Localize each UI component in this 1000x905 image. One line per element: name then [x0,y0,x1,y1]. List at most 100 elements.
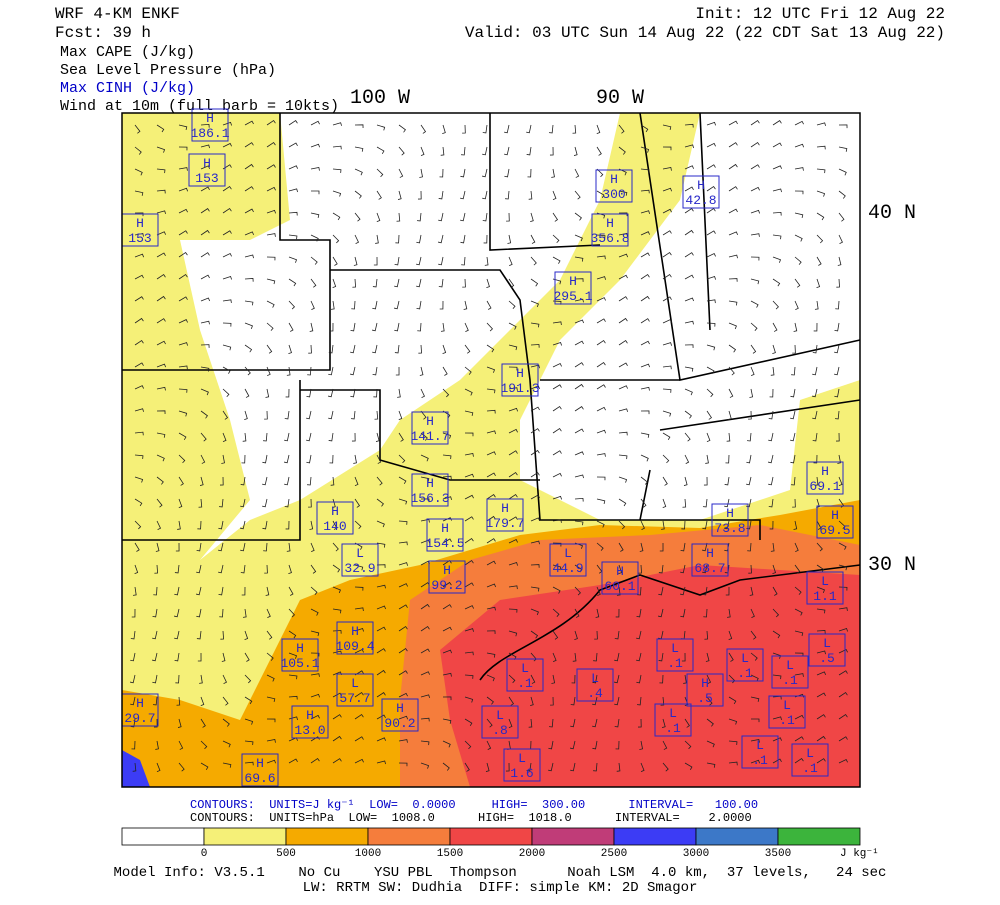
barb [552,630,559,640]
barb [816,278,821,288]
barb [749,388,754,398]
barb [526,762,532,772]
barb [464,410,474,416]
barb [178,187,188,192]
barb [748,564,752,574]
barb [570,762,576,772]
barb [175,542,180,552]
barb [310,714,320,720]
barb [218,520,224,530]
barb [156,340,166,346]
barb [174,564,180,574]
barb [772,211,782,216]
barb [702,498,708,508]
barb [793,322,798,332]
barb [241,454,246,464]
barb [309,520,314,530]
barb [398,541,408,546]
center-value: .1 [779,713,795,728]
barb [728,761,738,766]
barb [398,715,408,720]
barb [505,762,510,772]
barb [838,234,843,244]
barb [134,232,144,237]
barb [640,363,650,368]
barb [244,186,254,192]
barb [508,387,518,391]
barb [637,586,642,596]
barb [354,736,364,742]
barb [684,144,694,149]
barb [244,344,253,353]
barb [768,476,774,486]
cape-area [122,750,150,787]
center-value: 191.3 [500,381,539,396]
barb [662,146,672,151]
barb [728,254,738,259]
barb [442,475,452,480]
barb [482,146,488,156]
barb [552,472,562,478]
barb [772,674,782,680]
barb [662,296,672,302]
barb [618,232,628,237]
barb [442,388,450,398]
barb [266,186,276,192]
barb [486,652,496,658]
barb [486,322,494,332]
barb [178,273,188,280]
barb [372,278,378,288]
barb [750,186,760,192]
barb [242,432,247,442]
barb [772,344,776,354]
barb [640,386,650,391]
center-value: .1 [782,673,798,688]
barb [394,322,400,332]
center-box [486,498,524,532]
barb [812,366,818,376]
barb [464,674,474,679]
barb [706,164,716,170]
center-type: H [426,476,434,491]
barb [596,406,606,412]
barb [398,454,406,464]
barb [506,212,510,222]
barb [838,607,848,611]
barb [263,542,268,552]
barb [200,165,210,170]
barb [508,608,518,613]
barb [156,762,161,772]
barb [662,167,672,171]
barb [244,366,251,376]
center-box [411,473,449,507]
barb [551,168,555,178]
barb [573,146,578,156]
barb [309,322,314,332]
barb [266,300,275,308]
barb [684,165,694,170]
center-value: 13.0 [294,723,325,738]
barb [393,300,400,310]
barb [662,187,672,192]
barb [464,344,471,354]
barb [398,692,408,698]
barb [552,342,562,346]
barb [574,520,584,526]
barb [442,538,452,544]
barb [508,278,515,288]
barb [464,432,474,437]
barb [816,234,824,244]
barb [486,430,496,435]
barb [640,410,650,415]
barb [310,630,320,637]
center-box [191,108,229,142]
barb [288,322,294,332]
barb [200,208,210,214]
barb [574,383,584,390]
barb [420,648,430,654]
barb [442,124,446,134]
center-type: H [706,546,714,561]
barb [200,410,209,419]
barb [442,517,452,522]
barb [486,674,495,682]
